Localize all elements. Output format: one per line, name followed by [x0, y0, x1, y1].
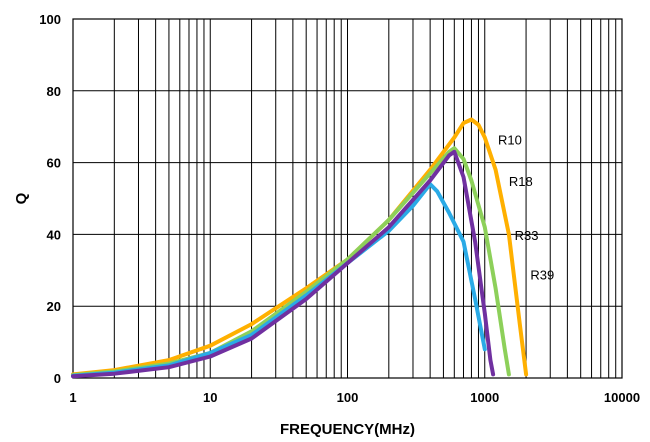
- x-tick-label: 1000: [470, 390, 499, 405]
- series-group: [71, 117, 529, 379]
- series-label-r33: R33: [515, 228, 539, 243]
- series-label-r18: R18: [509, 174, 533, 189]
- y-tick-label: 40: [47, 227, 61, 242]
- series-label-r39: R39: [530, 267, 554, 282]
- grid: [72, 18, 623, 379]
- series-labels: R10 R18 R33 R39: [498, 133, 554, 283]
- series-line-r10: [71, 117, 529, 377]
- plot-border: [72, 18, 623, 379]
- series-label-r10: R10: [498, 133, 522, 148]
- y-tick-label: 100: [39, 12, 61, 27]
- x-tick-label: 10: [203, 390, 217, 405]
- y-tick-label: 20: [47, 299, 61, 314]
- series-line-r33: [71, 182, 487, 378]
- y-axis-title: Q: [13, 192, 30, 204]
- x-axis-title: FREQUENCY(MHz): [280, 421, 415, 438]
- series-line-r39: [71, 149, 496, 379]
- x-tick-label: 10000: [604, 390, 640, 405]
- tick-labels: 1 10 100 1000 10000 0 20 40 60 80 100: [39, 12, 640, 405]
- y-tick-label: 0: [54, 371, 61, 386]
- y-tick-label: 60: [47, 156, 61, 171]
- x-tick-label: 100: [337, 390, 359, 405]
- y-tick-label: 80: [47, 84, 61, 99]
- x-tick-label: 1: [69, 390, 76, 405]
